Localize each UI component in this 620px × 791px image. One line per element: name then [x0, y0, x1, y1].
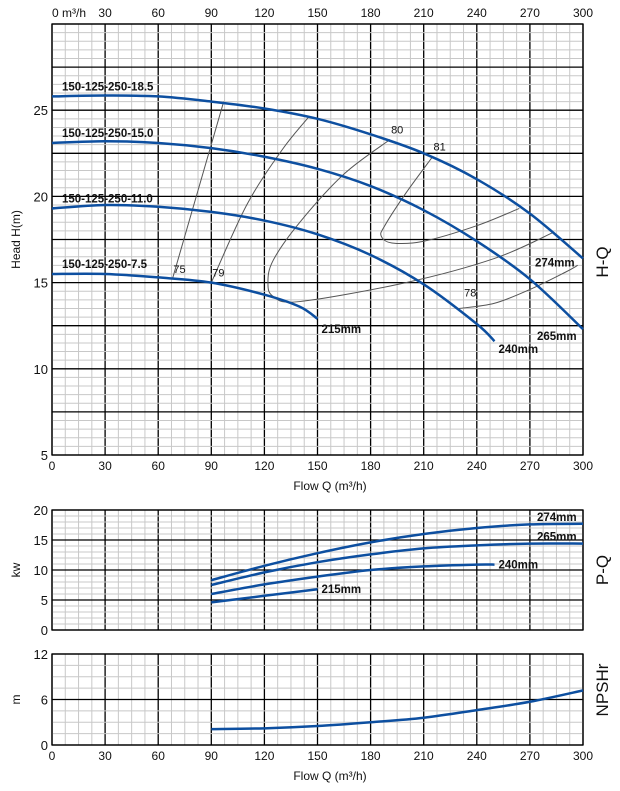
curve-label: 274mm — [537, 512, 577, 524]
curve-215mm — [211, 587, 318, 604]
x-tick-label: 180 — [361, 749, 381, 763]
efficiency-curve-80 — [267, 139, 554, 303]
x-tick-label: 300 — [573, 459, 593, 473]
y-tick-label: 5 — [41, 448, 48, 463]
y-tick-label: 25 — [34, 103, 48, 118]
efficiency-label: 80 — [391, 125, 403, 137]
plot-frame — [51, 23, 584, 456]
top-x-tick-label: 90 — [205, 6, 219, 20]
y-tick-label: 12 — [34, 647, 48, 662]
top-x-tick-label: 150 — [307, 6, 327, 20]
x-tick-label: 60 — [152, 459, 166, 473]
y-tick-label: 5 — [41, 593, 48, 608]
x-tick-label: 210 — [414, 749, 434, 763]
x-tick-label: 240 — [467, 749, 487, 763]
x-tick-label: 300 — [573, 749, 593, 763]
y-tick-label: 0 — [41, 738, 48, 753]
top-x-tick-label: 30 — [98, 6, 112, 20]
curve-label: 215mm — [322, 584, 362, 596]
y-tick-label: 20 — [34, 189, 48, 204]
y-tick-label: 0 — [41, 623, 48, 638]
x-axis-label: Flow Q (m³/h) — [293, 479, 366, 493]
y-tick-label: 20 — [34, 503, 48, 518]
x-tick-label: 150 — [307, 749, 327, 763]
efficiency-curve-81 — [380, 156, 520, 245]
efficiency-curve-79 — [210, 116, 310, 283]
curve-NPSHr — [211, 689, 584, 731]
top-x-tick-label: 240 — [467, 6, 487, 20]
plot-frame — [51, 653, 584, 746]
y-axis-label: Head H(m) — [9, 210, 23, 269]
top-x-tick-label: 270 — [520, 6, 540, 20]
top-x-tick-label: 210 — [414, 6, 434, 20]
curve-240mm — [51, 203, 496, 343]
x-tick-label: 90 — [205, 749, 219, 763]
efficiency-curve-78 — [459, 264, 578, 309]
efficiency-label: 79 — [212, 268, 224, 280]
y-tick-label: 15 — [34, 533, 48, 548]
x-tick-label: 270 — [520, 749, 540, 763]
panel-title: P-Q — [593, 555, 612, 585]
x-tick-label: 30 — [98, 749, 112, 763]
efficiency-label: 75 — [173, 264, 185, 276]
efficiency-label: 78 — [464, 287, 476, 299]
curve-label: 265mm — [537, 532, 577, 544]
y-tick-label: 10 — [34, 362, 48, 377]
curve-265mm — [211, 542, 584, 587]
x-tick-label: 210 — [414, 459, 434, 473]
x-tick-label: 270 — [520, 459, 540, 473]
curve-274mm — [210, 522, 584, 582]
curve-label: 274mm — [535, 257, 575, 269]
x-tick-label: 30 — [98, 459, 112, 473]
curve-274mm — [51, 94, 584, 260]
y-tick-label: 6 — [41, 693, 48, 708]
x-tick-label: 120 — [254, 749, 274, 763]
plot-frame — [51, 509, 584, 631]
model-label: 150-125-250-7.5 — [62, 259, 148, 271]
top-x-tick-label: 180 — [361, 6, 381, 20]
y-axis-label: kw — [9, 562, 23, 577]
x-tick-label: 60 — [152, 749, 166, 763]
y-axis-label: m — [9, 695, 23, 705]
efficiency-label: 81 — [434, 142, 446, 154]
efficiency-curve-75 — [171, 101, 225, 280]
model-label: 150-125-250-11.0 — [62, 193, 153, 205]
x-tick-label: 150 — [307, 459, 327, 473]
curve-240mm — [211, 563, 495, 596]
panel-title: H-Q — [593, 246, 612, 277]
curve-265mm — [51, 139, 584, 331]
x-axis-label: Flow Q (m³/h) — [293, 769, 366, 783]
curve-215mm — [51, 272, 319, 320]
top-x-tick-label: 0 m³/h — [52, 6, 86, 20]
y-tick-label: 10 — [34, 563, 48, 578]
top-x-tick-label: 120 — [254, 6, 274, 20]
x-tick-label: 0 — [49, 459, 56, 473]
x-tick-label: 0 — [49, 749, 56, 763]
x-tick-label: 180 — [361, 459, 381, 473]
curve-label: 240mm — [499, 560, 539, 572]
x-tick-label: 120 — [254, 459, 274, 473]
curve-label: 265mm — [537, 331, 577, 343]
curve-label: 215mm — [322, 324, 362, 336]
top-x-tick-label: 300 — [573, 6, 593, 20]
panel-title: NPSHr — [593, 663, 612, 716]
model-label: 150-125-250-18.5 — [62, 81, 154, 93]
x-tick-label: 240 — [467, 459, 487, 473]
y-tick-label: 15 — [34, 276, 48, 291]
curve-label: 240mm — [499, 344, 539, 356]
x-tick-label: 90 — [205, 459, 219, 473]
model-label: 150-125-250-15.0 — [62, 128, 153, 140]
top-x-tick-label: 60 — [152, 6, 166, 20]
